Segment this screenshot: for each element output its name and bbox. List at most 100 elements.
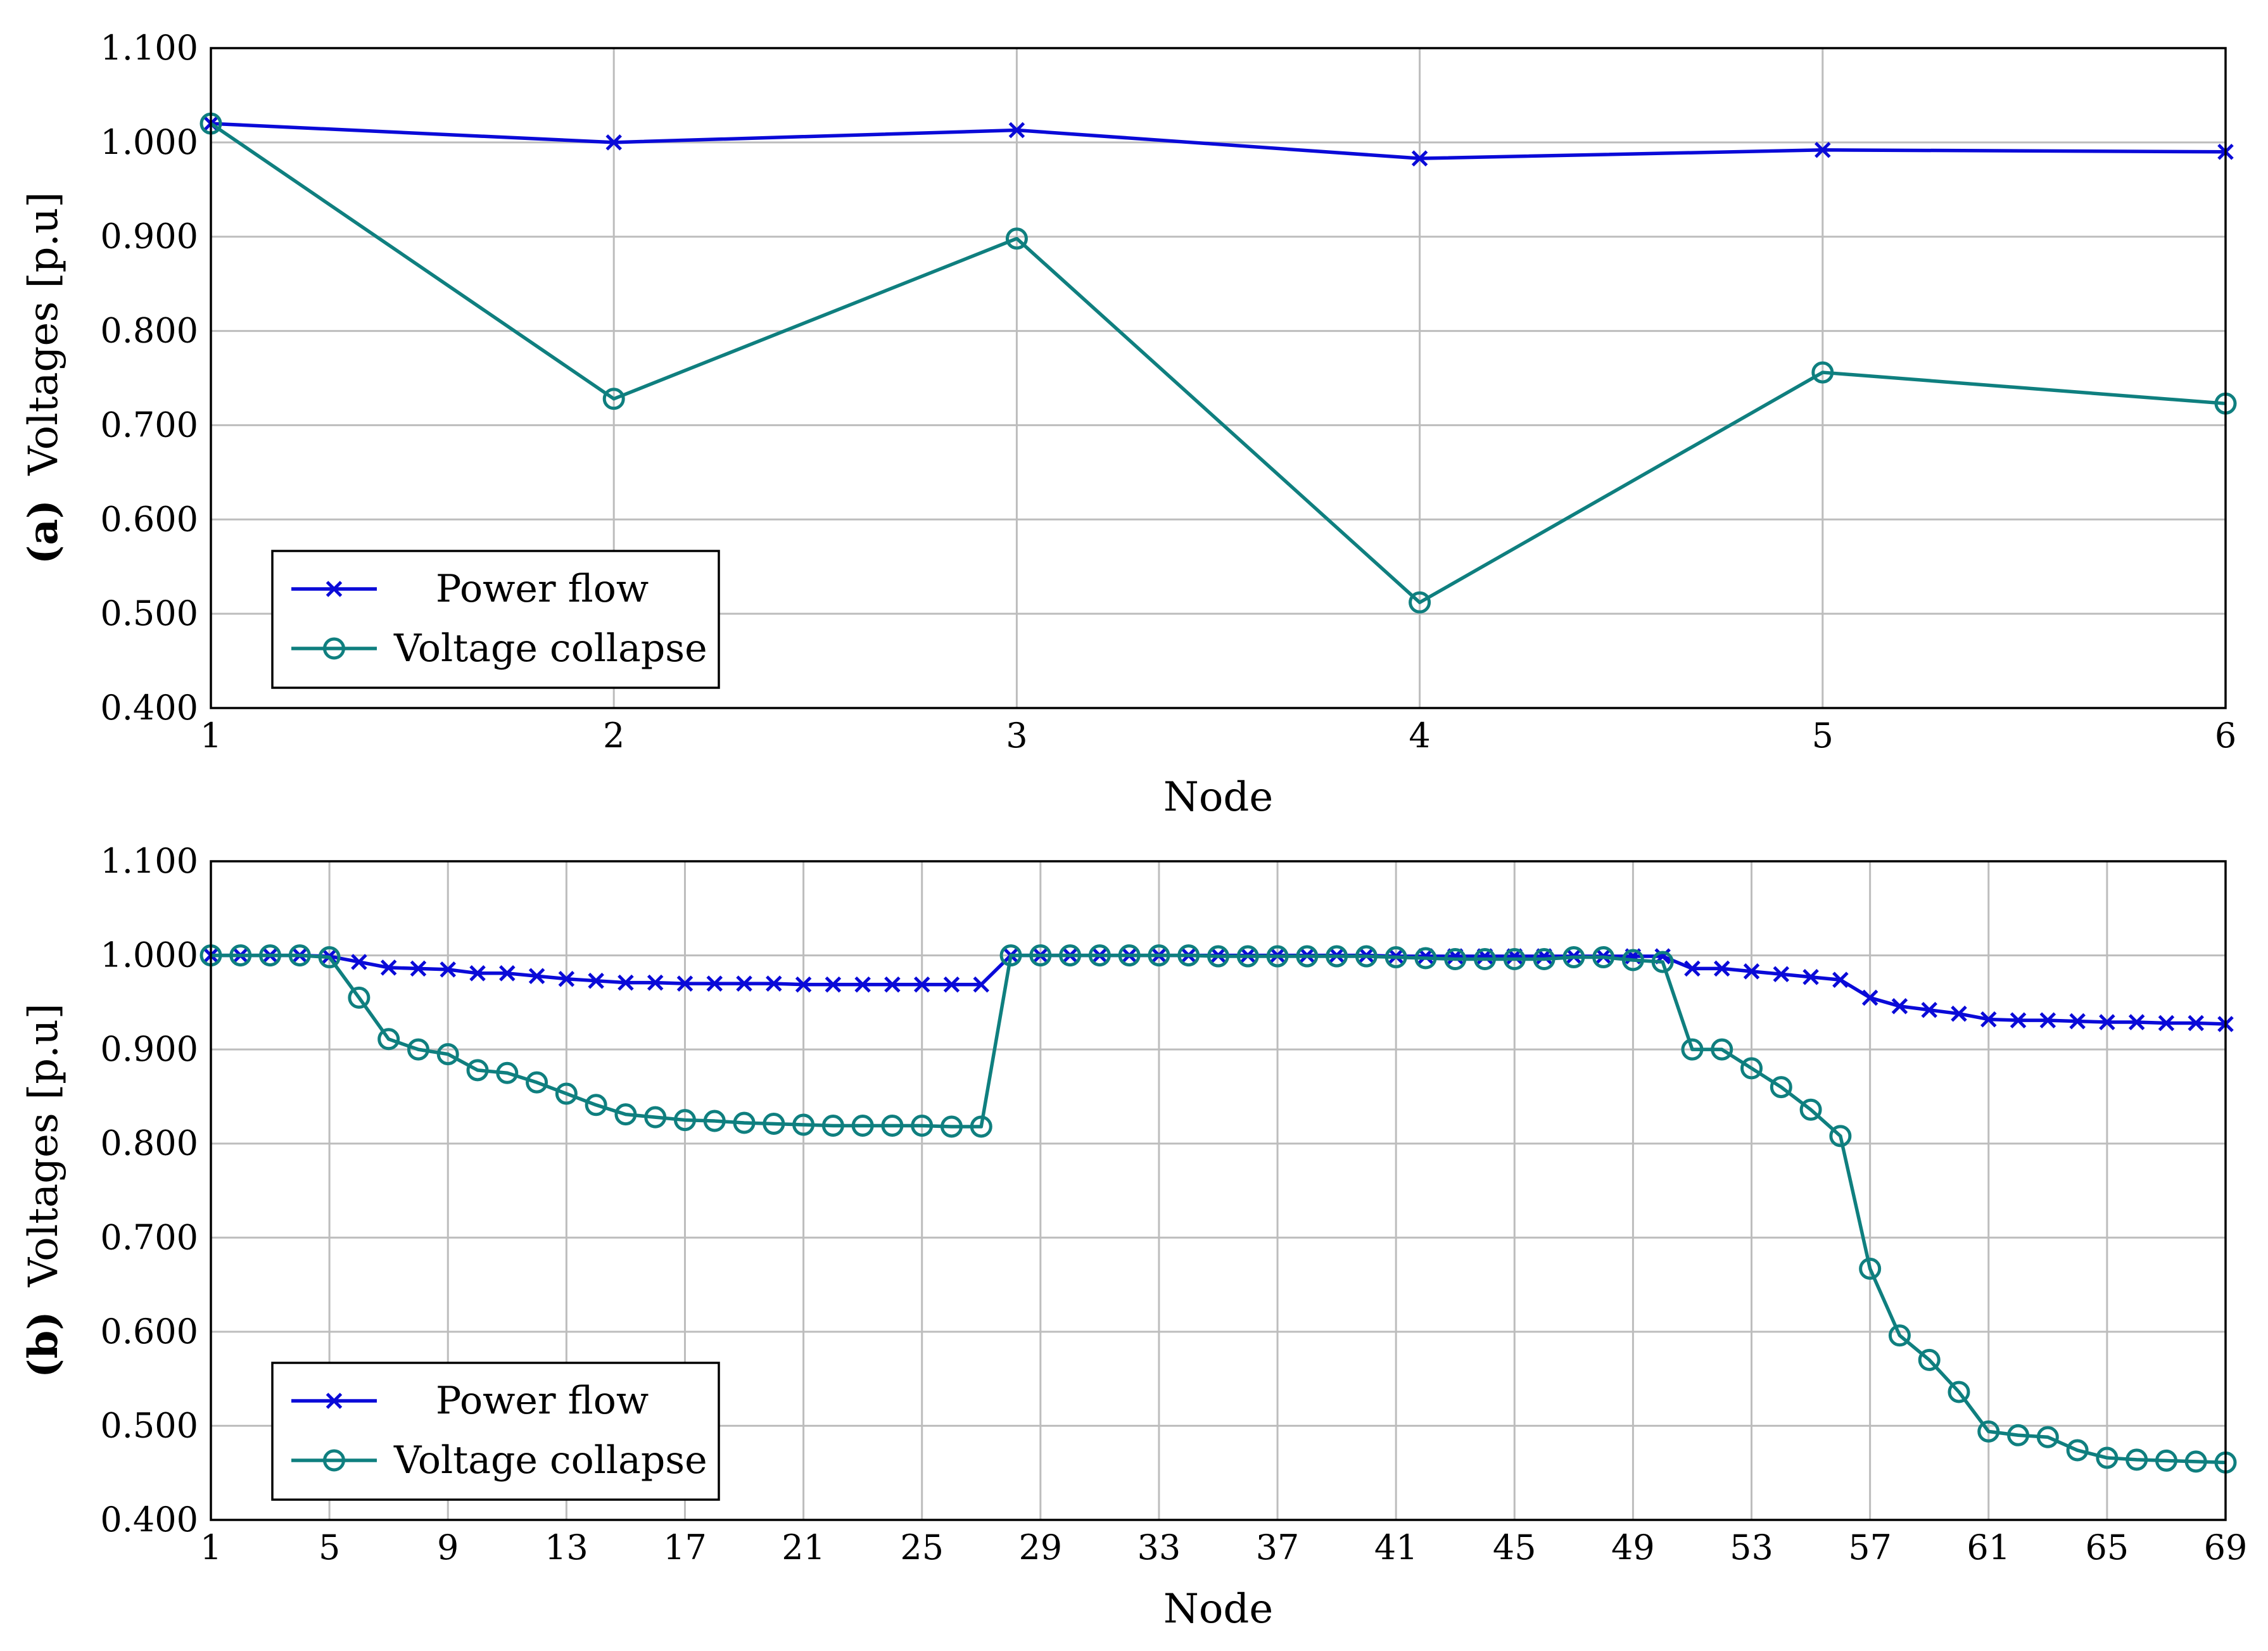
panel-a-x-tick-label: 1 bbox=[200, 716, 222, 756]
panel-b-x-tick-label: 65 bbox=[2086, 1528, 2129, 1567]
panel-b-point-voltage-collapse bbox=[851, 1114, 874, 1137]
panel-b-point-voltage-collapse bbox=[1888, 1324, 1911, 1347]
panel-b-point-voltage-collapse bbox=[673, 1109, 696, 1132]
panel-b-point-voltage-collapse bbox=[2155, 1449, 2177, 1472]
panel-b-x-tick-label: 29 bbox=[1018, 1528, 1062, 1567]
panel-b-markers-power-flow bbox=[203, 947, 2234, 1032]
panel-b-point-voltage-collapse bbox=[1948, 1381, 1970, 1403]
panel-a-series bbox=[200, 112, 2237, 614]
panel-b-point-voltage-collapse bbox=[733, 1111, 756, 1134]
panel-b-x-tick-label: 37 bbox=[1256, 1528, 1300, 1567]
panel-b-x-tick-label: 45 bbox=[1493, 1528, 1536, 1567]
panel-b-point-voltage-collapse bbox=[2036, 1426, 2059, 1448]
panel-b-plot-frame bbox=[210, 860, 2227, 1521]
panel-b-point-power-flow-stroke bbox=[2188, 1015, 2204, 1032]
panel-a-point-voltage-collapse bbox=[1005, 227, 1028, 250]
panel-b-point-voltage-collapse bbox=[1088, 944, 1111, 967]
panel-b-y-axis-label-prefix: (b) bbox=[20, 1311, 67, 1377]
panel-b-series bbox=[200, 944, 2237, 1474]
panel-b-y-tick-label: 0.700 bbox=[100, 1217, 198, 1257]
panel-a-legend-swatch-voltage-collapse bbox=[291, 637, 377, 660]
panel-b-point-voltage-collapse bbox=[1859, 1257, 1882, 1280]
panel-b-point-voltage-collapse bbox=[526, 1071, 548, 1094]
panel-a-y-tick-label: 1.000 bbox=[100, 122, 198, 162]
panel-a-x-tick-label: 2 bbox=[603, 716, 624, 756]
panel-b-x-tick-label: 5 bbox=[319, 1528, 340, 1567]
panel-b-point-voltage-collapse bbox=[940, 1115, 963, 1138]
panel-a-y-tick-label: 0.500 bbox=[100, 593, 198, 633]
panel-a-x-tick-label: 3 bbox=[1006, 716, 1027, 756]
panel-a-y-tick-label: 0.900 bbox=[100, 217, 198, 256]
panel-b-x-tick-label: 25 bbox=[900, 1528, 944, 1567]
panel-b-point-power-flow-stroke bbox=[410, 960, 427, 977]
panel-b-point-voltage-collapse bbox=[1414, 947, 1437, 970]
panel-a-legend-swatch-marker-stroke bbox=[326, 581, 343, 597]
panel-b-point-power-flow-stroke bbox=[2039, 1012, 2056, 1028]
panel-b-point-voltage-collapse bbox=[970, 1115, 992, 1138]
panel-b-point-power-flow-stroke bbox=[943, 976, 960, 993]
panel-b-x-tick-label: 17 bbox=[663, 1528, 707, 1567]
panel-b-point-power-flow-stroke bbox=[2099, 1014, 2115, 1030]
panel-b-point-voltage-collapse bbox=[1770, 1076, 1792, 1099]
panel-b-point-power-flow-stroke bbox=[825, 976, 842, 993]
panel-a-y-tick-label: 0.600 bbox=[100, 499, 198, 539]
panel-a-legend-swatch-power-flow bbox=[291, 581, 377, 597]
panel-b-x-tick-label: 41 bbox=[1374, 1528, 1418, 1567]
panel-b-point-power-flow-stroke bbox=[795, 976, 812, 993]
panel-b-point-power-flow-stroke bbox=[766, 975, 782, 992]
panel-b-point-power-flow-stroke bbox=[558, 970, 575, 987]
panel-b-point-voltage-collapse bbox=[1503, 948, 1526, 971]
panel-a-point-power-flow-stroke bbox=[1008, 122, 1025, 139]
panel-b-point-voltage-collapse bbox=[1533, 948, 1555, 971]
panel-b-point-power-flow-stroke bbox=[1980, 1011, 1997, 1028]
panel-b-point-power-flow-stroke bbox=[736, 975, 752, 992]
panel-b-point-power-flow-stroke bbox=[588, 972, 604, 989]
panel-a-x-axis-label: Node bbox=[1163, 774, 1273, 821]
panel-a-y-tick-label: 0.700 bbox=[100, 405, 198, 445]
panel-a-legend-item-power-flow: Power flow bbox=[291, 567, 649, 611]
panel-a-point-power-flow-stroke bbox=[605, 134, 622, 151]
panel-b-legend-swatch-marker-stroke bbox=[326, 1393, 343, 1409]
panel-b-point-voltage-collapse bbox=[377, 1028, 400, 1051]
panel-b-point-voltage-collapse bbox=[1177, 944, 1200, 967]
panel-a-y-axis-label-text: Voltages [p.u] bbox=[20, 192, 67, 476]
panel-b-point-voltage-collapse bbox=[1384, 946, 1407, 969]
panel-b-x-tick-label: 9 bbox=[437, 1528, 459, 1567]
panel-b-y-tick-label: 0.900 bbox=[100, 1029, 198, 1069]
panel-a: 1 2 3 4 5 6 0.400 0.500 0.600 0.700 0.800 0.900 1.0… bbox=[20, 28, 2237, 821]
panel-b-point-voltage-collapse bbox=[288, 944, 311, 967]
panel-b-point-voltage-collapse bbox=[1059, 944, 1082, 967]
panel-b-point-voltage-collapse bbox=[881, 1114, 904, 1137]
panel-b-point-voltage-collapse bbox=[821, 1114, 844, 1137]
panel-a-y-axis-label-prefix: (a) bbox=[20, 500, 67, 564]
panel-a-legend-swatch-marker bbox=[323, 637, 345, 660]
panel-b-legend-box bbox=[271, 1362, 720, 1501]
panel-b-point-voltage-collapse bbox=[1029, 944, 1052, 967]
panel-a-y-tick-label: 1.100 bbox=[100, 28, 198, 68]
panel-b-point-voltage-collapse bbox=[466, 1059, 489, 1082]
panel-b-x-tick-labels: 1 5 9 13 17 21 25 29 33 37 41 45 49 53 57 61 65 69 bbox=[200, 1528, 2248, 1567]
panel-b-point-voltage-collapse bbox=[585, 1094, 607, 1116]
panel-b-y-tick-label: 1.100 bbox=[100, 841, 198, 881]
panel-b-point-voltage-collapse bbox=[644, 1106, 667, 1129]
panel-b-point-voltage-collapse bbox=[703, 1110, 726, 1132]
panel-a-markers-voltage-collapse bbox=[200, 112, 2237, 614]
panel-b-x-tick-label: 69 bbox=[2204, 1528, 2248, 1567]
panel-b-point-voltage-collapse bbox=[555, 1082, 578, 1105]
panel-b-point-voltage-collapse bbox=[2096, 1446, 2119, 1469]
panel-b-point-power-flow-stroke bbox=[1773, 966, 1790, 983]
panel-b-point-power-flow-stroke bbox=[1802, 968, 1819, 985]
panel-b-legend-item-voltage-collapse: Voltage collapse bbox=[291, 1438, 707, 1483]
panel-b-point-voltage-collapse bbox=[1977, 1420, 2000, 1443]
panel-a-point-voltage-collapse bbox=[1811, 361, 1834, 384]
panel-b-point-voltage-collapse bbox=[1651, 951, 1674, 973]
panel-a-legend-label-voltage-collapse: Voltage collapse bbox=[393, 626, 707, 671]
panel-b-y-tick-label: 1.000 bbox=[100, 935, 198, 975]
panel-b-point-power-flow-stroke bbox=[2128, 1014, 2145, 1030]
panel-b-y-tick-label: 0.500 bbox=[100, 1405, 198, 1445]
panel-a-y-tick-labels: 0.400 0.500 0.600 0.700 0.800 0.900 1.000 1.100 bbox=[100, 28, 198, 728]
panel-b-y-axis-label-text: Voltages [p.u] bbox=[20, 1003, 67, 1287]
panel-a-y-tick-label: 0.400 bbox=[100, 688, 198, 728]
panel-b-legend-label-power-flow: Power flow bbox=[436, 1379, 649, 1423]
panel-b-point-power-flow-stroke bbox=[351, 954, 367, 970]
